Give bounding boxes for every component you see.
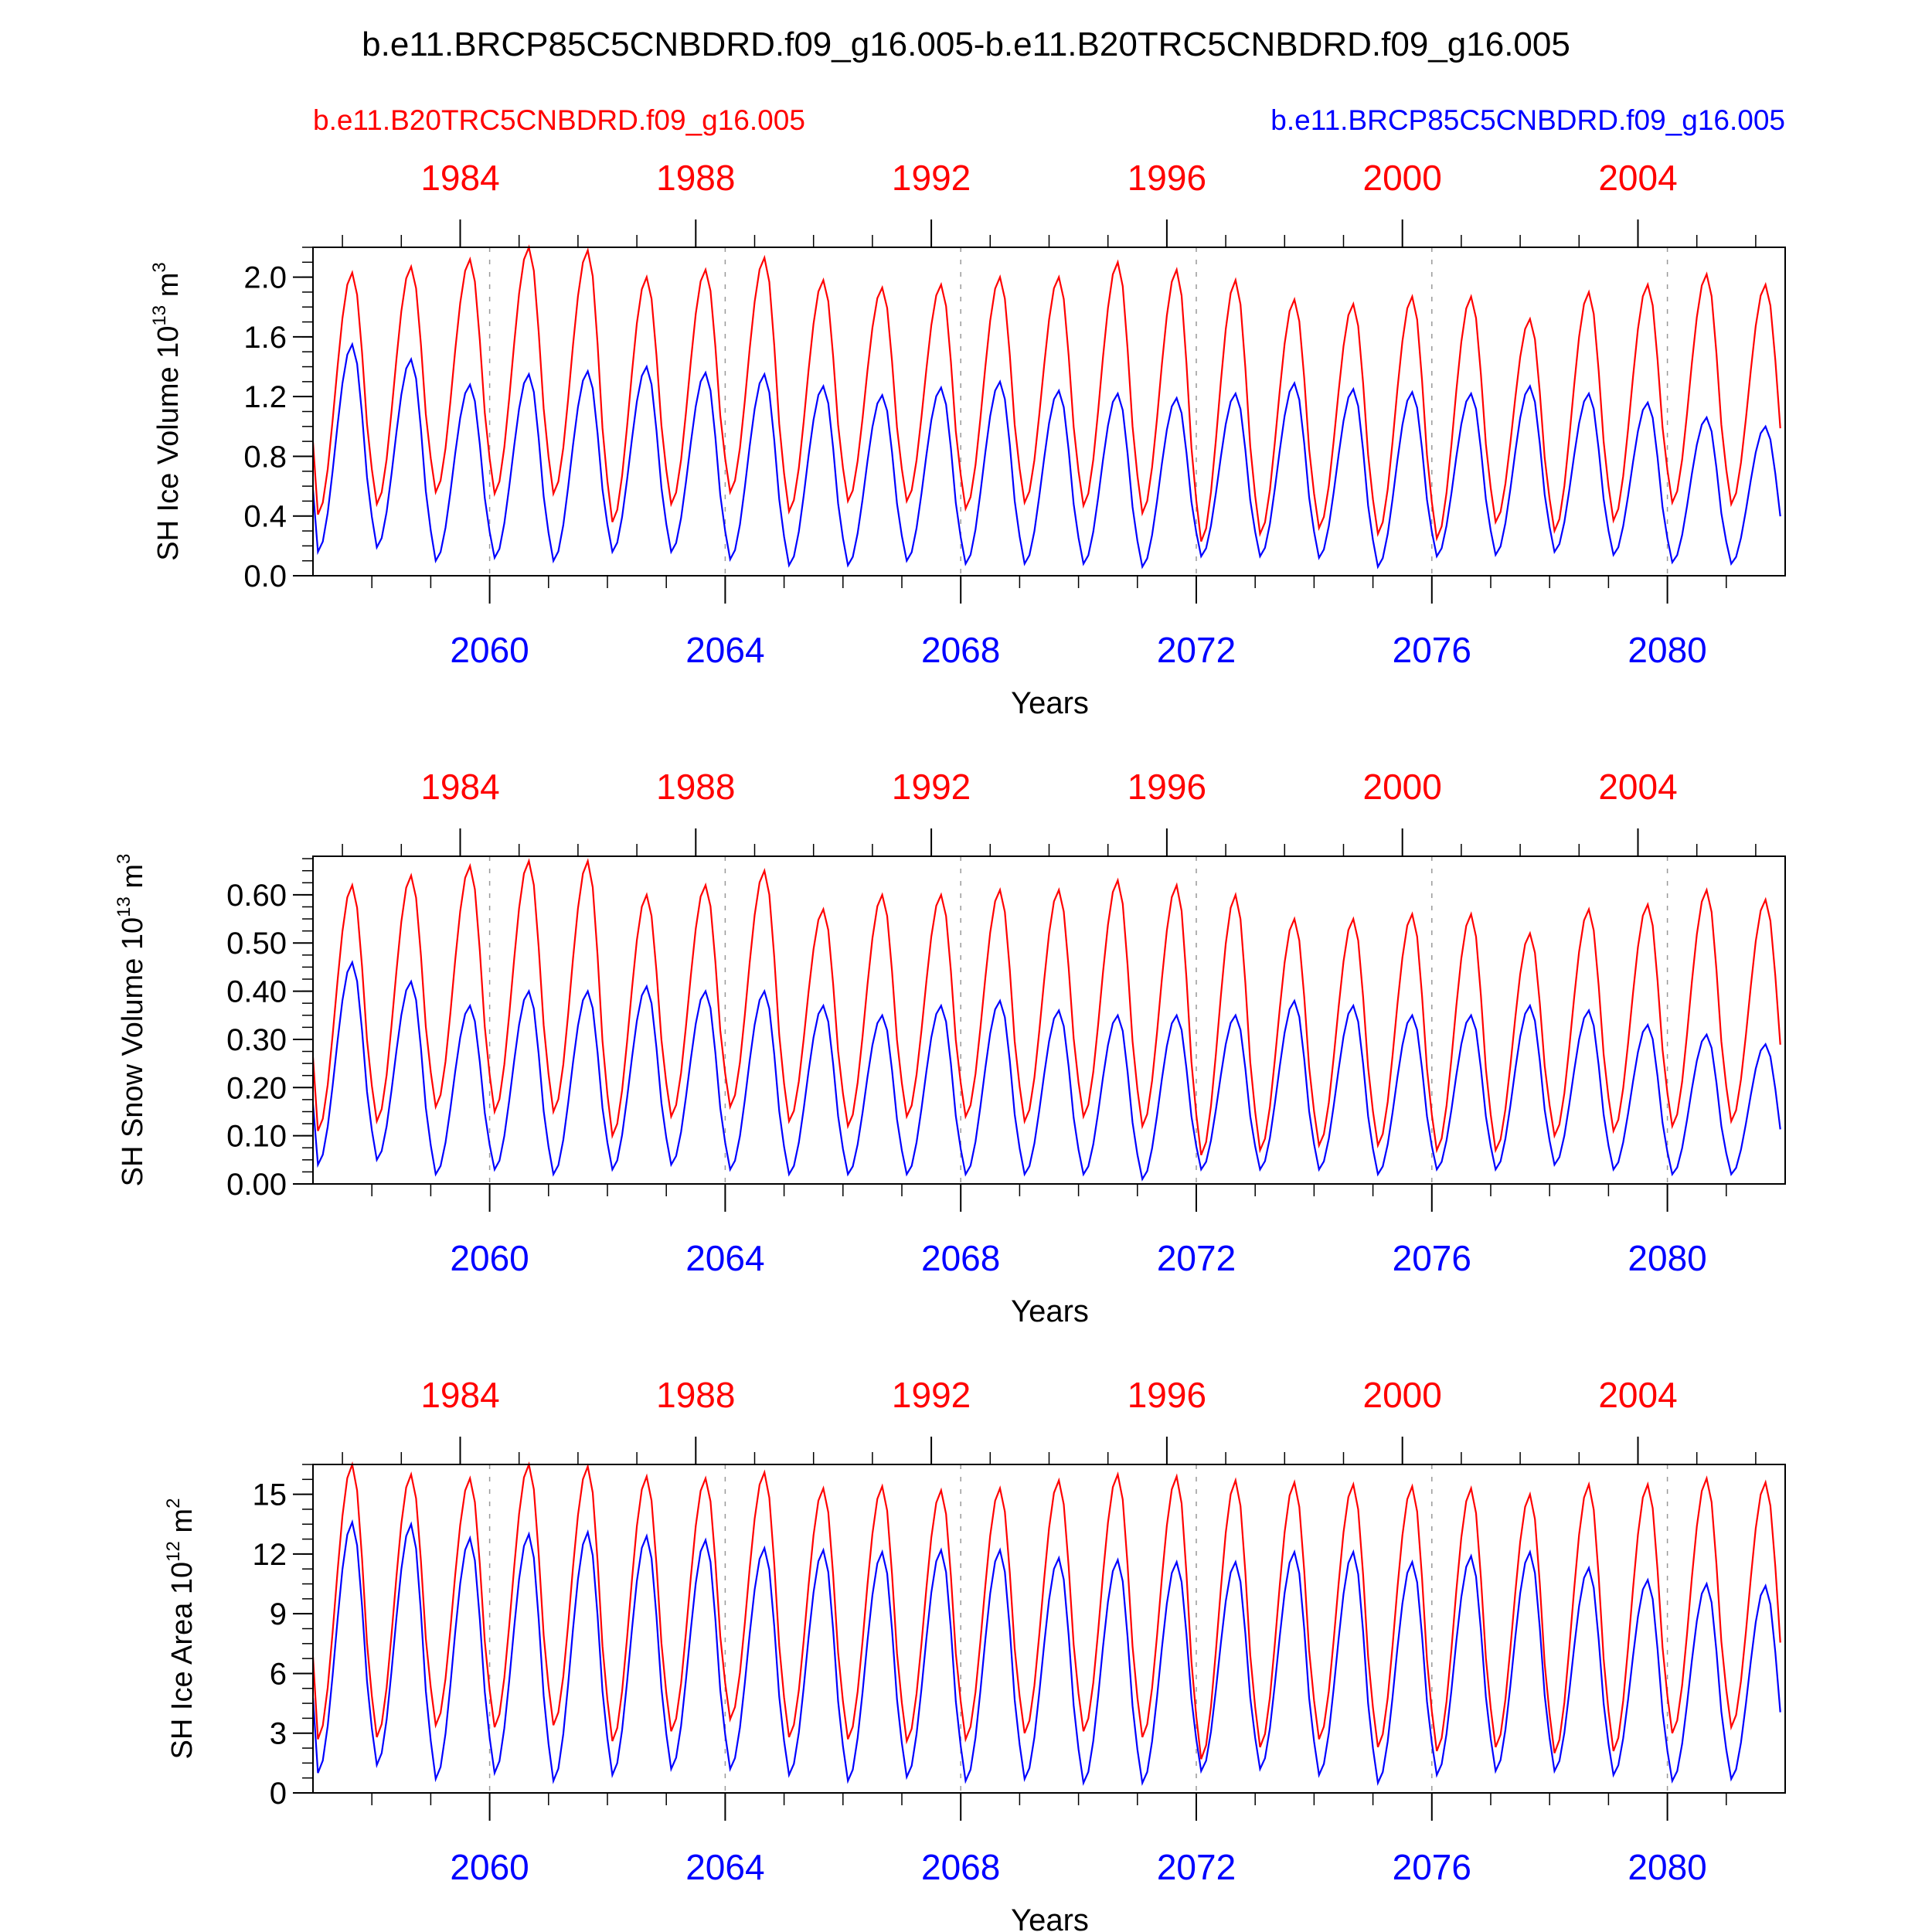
legend-future: b.e11.BRCP85C5CNBDRD.f09_g16.005 — [1270, 104, 1785, 136]
bottom-tick-label: 2060 — [450, 630, 529, 670]
y-axis-label-exponent: 12 — [163, 1541, 184, 1562]
y-tick-label: 3 — [270, 1717, 287, 1751]
y-tick-label: 0.50 — [226, 927, 287, 961]
bottom-tick-label: 2072 — [1157, 630, 1236, 670]
bottom-tick-label: 2080 — [1628, 630, 1706, 670]
y-tick-label: 1.2 — [243, 380, 287, 414]
y-axis-label-unit: m — [166, 1509, 199, 1541]
y-axis-label-unit: m — [117, 864, 149, 896]
bottom-tick-label: 2076 — [1393, 1847, 1471, 1887]
top-tick-label: 1996 — [1128, 767, 1206, 807]
bottom-tick-label: 2064 — [685, 1238, 764, 1278]
y-tick-label: 0 — [270, 1777, 287, 1811]
top-tick-label: 1984 — [420, 158, 499, 198]
y-axis-label-unit: m — [152, 273, 185, 305]
y-axis-label: SH Ice Volume 1013 m3 — [149, 262, 185, 560]
legend-historical: b.e11.B20TRC5CNBDRD.f09_g16.005 — [313, 104, 805, 136]
y-tick-label: 0.00 — [226, 1168, 287, 1202]
bottom-tick-label: 2072 — [1157, 1238, 1236, 1278]
y-tick-label: 15 — [253, 1478, 287, 1512]
panel-ice-volume: 0.00.40.81.21.62.0SH Ice Volume 1013 m31… — [149, 158, 1786, 720]
figure-title: b.e11.BRCP85C5CNBDRD.f09_g16.005-b.e11.B… — [362, 26, 1570, 63]
bottom-tick-label: 2064 — [685, 1847, 764, 1887]
bottom-tick-label: 2076 — [1393, 1238, 1471, 1278]
bottom-tick-label: 2060 — [450, 1847, 529, 1887]
series-line-future — [311, 960, 1781, 1182]
top-tick-label: 2004 — [1598, 1375, 1677, 1415]
y-axis-label-text: SH Ice Area 10 — [166, 1562, 199, 1760]
top-tick-label: 1988 — [656, 1375, 735, 1415]
top-tick-label: 1988 — [656, 158, 735, 198]
bottom-tick-label: 2068 — [921, 630, 1000, 670]
y-tick-label: 0.60 — [226, 879, 287, 913]
top-tick-label: 2004 — [1598, 158, 1677, 198]
bottom-tick-label: 2068 — [921, 1847, 1000, 1887]
series-line-historical — [311, 244, 1781, 542]
x-axis-label: Years — [1011, 1294, 1089, 1328]
y-axis-label-unit-exponent: 2 — [163, 1498, 184, 1509]
series-line-future — [311, 342, 1781, 570]
y-tick-label: 6 — [270, 1657, 287, 1691]
y-tick-label: 0.20 — [226, 1071, 287, 1105]
y-tick-label: 12 — [253, 1538, 287, 1572]
y-tick-label: 0.8 — [243, 440, 287, 474]
top-tick-label: 1996 — [1128, 158, 1206, 198]
bottom-tick-label: 2080 — [1628, 1847, 1706, 1887]
series-line-future — [311, 1519, 1781, 1787]
top-tick-label: 1996 — [1128, 1375, 1206, 1415]
y-tick-label: 9 — [270, 1597, 287, 1631]
top-tick-label: 1984 — [420, 1375, 499, 1415]
panel-snow-volume: 0.00 0.10 0.20 0.30 0.40 0.50 0.60 SH Snow Volu… — [114, 767, 1786, 1328]
x-axis-label: Years — [1011, 686, 1089, 720]
top-tick-label: 1984 — [420, 767, 499, 807]
y-axis-label-text: SH Snow Volume 10 — [117, 917, 149, 1187]
y-tick-label: 0.10 — [226, 1120, 287, 1154]
bottom-tick-label: 2080 — [1628, 1238, 1706, 1278]
y-tick-label: 0.30 — [226, 1023, 287, 1057]
series-line-historical — [311, 1461, 1781, 1760]
top-tick-label: 2000 — [1363, 158, 1442, 198]
y-tick-label: 0.40 — [226, 975, 287, 1009]
bottom-tick-label: 2060 — [450, 1238, 529, 1278]
top-tick-label: 1992 — [892, 767, 971, 807]
y-tick-label: 2.0 — [243, 261, 287, 295]
series-line-historical — [311, 858, 1781, 1155]
bottom-tick-label: 2064 — [685, 630, 764, 670]
y-axis-label-unit-exponent: 3 — [149, 262, 170, 272]
top-tick-label: 1992 — [892, 1375, 971, 1415]
top-tick-label: 2000 — [1363, 1375, 1442, 1415]
y-tick-label: 0.4 — [243, 500, 287, 534]
y-axis-label-exponent: 13 — [149, 305, 170, 326]
top-tick-label: 1988 — [656, 767, 735, 807]
top-tick-label: 2000 — [1363, 767, 1442, 807]
bottom-tick-label: 2072 — [1157, 1847, 1236, 1887]
y-axis-label-exponent: 13 — [114, 896, 134, 917]
y-axis-label: SH Snow Volume 1013 m3 — [114, 854, 149, 1187]
y-tick-label: 0.0 — [243, 560, 287, 594]
bottom-tick-label: 2068 — [921, 1238, 1000, 1278]
y-axis-label-unit-exponent: 3 — [114, 854, 134, 864]
bottom-tick-label: 2076 — [1393, 630, 1471, 670]
y-axis-label: SH Ice Area 1012 m2 — [163, 1498, 199, 1760]
top-tick-label: 1992 — [892, 158, 971, 198]
y-tick-label: 1.6 — [243, 321, 287, 355]
y-axis-label-text: SH Ice Volume 10 — [152, 326, 185, 561]
x-axis-label: Years — [1011, 1903, 1089, 1932]
top-tick-label: 2004 — [1598, 767, 1677, 807]
